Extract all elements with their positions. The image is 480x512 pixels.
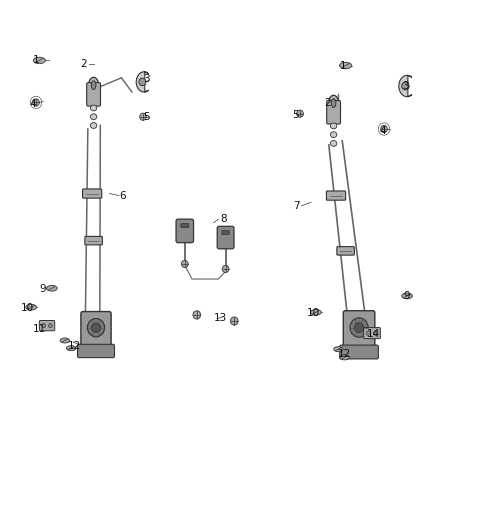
Ellipse shape	[89, 77, 98, 93]
Ellipse shape	[339, 62, 352, 69]
Circle shape	[92, 323, 100, 332]
Ellipse shape	[26, 304, 36, 310]
Ellipse shape	[66, 346, 76, 351]
FancyBboxPatch shape	[87, 82, 100, 106]
Ellipse shape	[311, 309, 321, 315]
Circle shape	[350, 318, 368, 337]
FancyBboxPatch shape	[222, 230, 229, 234]
Text: 2: 2	[324, 98, 331, 109]
Ellipse shape	[330, 132, 337, 138]
FancyBboxPatch shape	[337, 247, 354, 255]
Ellipse shape	[90, 122, 97, 129]
FancyBboxPatch shape	[181, 224, 189, 227]
Circle shape	[42, 324, 46, 328]
FancyBboxPatch shape	[326, 191, 346, 200]
Text: 5: 5	[143, 112, 150, 122]
Circle shape	[402, 82, 409, 90]
Text: 3: 3	[402, 81, 409, 91]
Text: 4: 4	[380, 125, 386, 136]
Text: 13: 13	[214, 313, 228, 324]
Ellipse shape	[402, 293, 412, 299]
Polygon shape	[136, 72, 149, 92]
FancyBboxPatch shape	[81, 311, 111, 349]
FancyBboxPatch shape	[364, 328, 380, 338]
Ellipse shape	[330, 140, 337, 146]
Polygon shape	[399, 75, 412, 97]
Circle shape	[366, 331, 371, 335]
Text: 12: 12	[68, 340, 81, 351]
FancyBboxPatch shape	[83, 189, 102, 198]
Text: 12: 12	[338, 349, 351, 359]
Circle shape	[140, 113, 146, 120]
Text: 2: 2	[81, 59, 87, 69]
Ellipse shape	[47, 285, 57, 291]
Text: 11: 11	[33, 324, 46, 334]
FancyBboxPatch shape	[85, 237, 102, 245]
Circle shape	[193, 311, 201, 319]
Text: 5: 5	[292, 110, 299, 120]
Text: 1: 1	[33, 55, 39, 66]
FancyBboxPatch shape	[39, 321, 55, 331]
Circle shape	[355, 323, 363, 332]
Text: 1: 1	[340, 60, 347, 71]
FancyBboxPatch shape	[340, 345, 378, 359]
Circle shape	[87, 318, 105, 337]
Ellipse shape	[329, 95, 338, 111]
Circle shape	[33, 99, 39, 106]
Text: 9: 9	[404, 291, 410, 301]
Circle shape	[381, 125, 387, 133]
Ellipse shape	[90, 114, 97, 120]
Text: 7: 7	[293, 201, 300, 211]
Circle shape	[48, 324, 52, 328]
Circle shape	[181, 261, 188, 268]
Ellipse shape	[340, 355, 349, 360]
FancyBboxPatch shape	[77, 344, 115, 357]
Ellipse shape	[33, 57, 46, 63]
FancyBboxPatch shape	[327, 100, 340, 124]
Ellipse shape	[330, 123, 337, 129]
Ellipse shape	[334, 347, 343, 352]
Circle shape	[222, 265, 229, 272]
Circle shape	[230, 317, 238, 325]
Ellipse shape	[331, 99, 336, 108]
Text: 14: 14	[367, 329, 380, 339]
Ellipse shape	[60, 338, 70, 343]
FancyBboxPatch shape	[343, 311, 375, 350]
Text: 9: 9	[39, 284, 46, 294]
Circle shape	[297, 110, 303, 117]
Text: 3: 3	[143, 74, 150, 84]
Circle shape	[139, 78, 146, 86]
Circle shape	[373, 331, 378, 335]
Text: 10: 10	[21, 303, 35, 313]
Text: 4: 4	[29, 99, 36, 109]
Text: 8: 8	[220, 214, 227, 224]
FancyBboxPatch shape	[176, 219, 193, 243]
Ellipse shape	[91, 81, 96, 90]
FancyBboxPatch shape	[217, 226, 234, 249]
Text: 10: 10	[306, 308, 320, 318]
Text: 6: 6	[119, 190, 126, 201]
Ellipse shape	[90, 105, 97, 111]
